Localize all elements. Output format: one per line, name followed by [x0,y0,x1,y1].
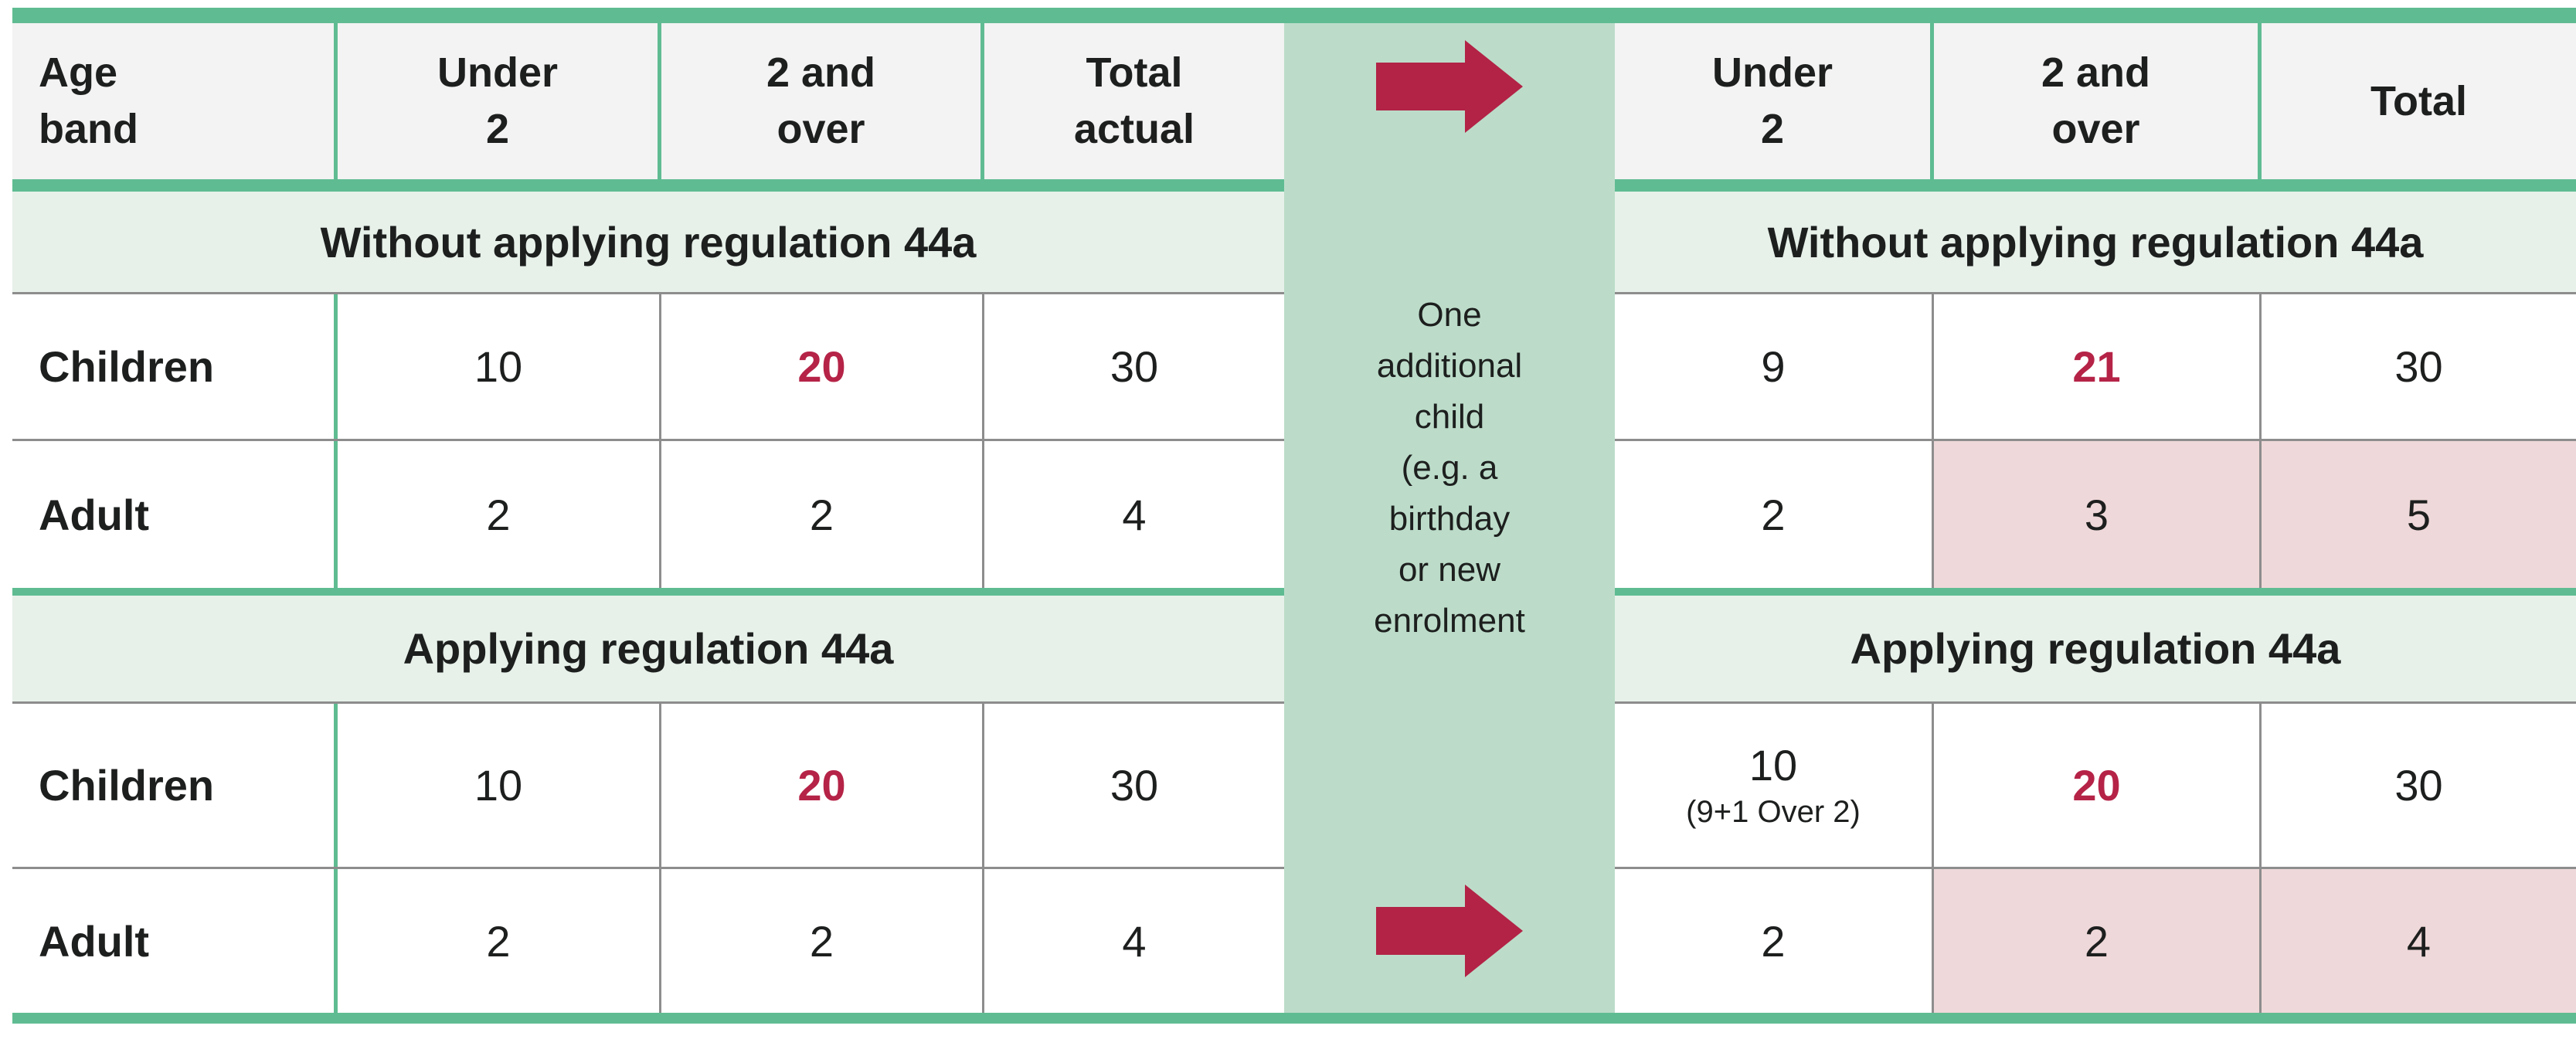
header-cell-under-2: Under 2 [338,23,661,179]
table-row-children: 10 (9+1 Over 2) 20 30 [1615,704,2576,869]
table-row-adult: Adult 2 2 4 [12,869,1284,1013]
cell-children-2-and-over: 21 [1934,294,2262,439]
arrow-right-icon [1376,885,1523,977]
header-cell-under-2: Under 2 [1615,23,1934,179]
cell-note: (9+1 Over 2) [1686,794,1861,829]
cell-children-2-and-over: 20 [1934,704,2262,867]
cell-adult-2-and-over-exceeded: 2 [1934,869,2262,1013]
cell-adult-2-and-over-exceeded: 3 [1934,441,2262,588]
arrow-right-icon [1376,40,1523,133]
cell-children-2-and-over: 20 [661,704,984,867]
cell-adult-under-2: 2 [1615,441,1934,588]
connector-caption: One additional child (e.g. a birthday or… [1374,296,1525,640]
row-label-adult: Adult [12,869,338,1013]
cell-children-total: 30 [1110,342,1159,391]
header-cell-2-and-over: 2 and over [661,23,984,179]
tables-layout: Age band Under 2 2 and over Total actual… [12,23,2576,1013]
table-row-adult: 2 3 5 [1615,441,2576,588]
cell-adult-total-exceeded: 5 [2262,441,2576,588]
top-green-bar [12,8,2576,23]
table-row-adult: 2 2 4 [1615,869,2576,1013]
row-label-children: Children [12,704,338,867]
cell-adult-under-2: 2 [1615,869,1934,1013]
cell-children-2-and-over: 20 [661,294,984,439]
cell-children-total: 30 [1110,761,1159,810]
table-row-children: 9 21 30 [1615,294,2576,441]
section-title-applying-regulation: Applying regulation 44a [12,596,1284,704]
cell-children-under-2-with-note: 10 (9+1 Over 2) [1615,704,1934,867]
connector-spacer [1284,23,1615,1013]
cell-value: 10 [1748,741,1798,790]
green-divider [1615,179,2576,192]
right-table-header-row: Under 2 2 and over Total [1615,23,2576,179]
cell-children-under-2: 9 [1615,294,1934,439]
header-cell-age-band: Age band [12,23,338,179]
header-cell-total-actual: Total actual [984,23,1284,179]
row-label-children: Children [12,294,338,439]
cell-children-under-2: 10 [338,294,661,439]
right-table-after-change: Under 2 2 and over Total Without applyin… [1615,23,2576,1013]
cell-children-total: 30 [2394,342,2443,391]
table-row-children: Children 10 20 30 [12,294,1284,441]
green-divider [12,179,1284,192]
cell-adult-under-2: 2 [338,869,661,1013]
green-divider [12,588,1284,596]
row-label-adult: Adult [12,441,338,588]
section-title-without-regulation: Without applying regulation 44a [12,192,1284,294]
cell-children-total: 30 [2394,761,2443,810]
cell-adult-total: 4 [1122,916,1147,966]
table-row-children: Children 10 20 30 [12,704,1284,869]
cell-adult-2-and-over: 2 [661,441,984,588]
cell-adult-total: 4 [1122,490,1147,539]
bottom-green-bar [12,1013,2576,1024]
green-divider [1615,588,2576,596]
section-title-without-regulation: Without applying regulation 44a [1615,192,2576,294]
cell-adult-total-exceeded: 4 [2262,869,2576,1013]
left-table-header-row: Age band Under 2 2 and over Total actual [12,23,1284,179]
cell-adult-2-and-over: 2 [661,869,984,1013]
left-table-before-change: Age band Under 2 2 and over Total actual… [12,23,1284,1013]
connector-band: One additional child (e.g. a birthday or… [1284,8,1615,1024]
cell-children-under-2: 10 [338,704,661,867]
header-cell-total: Total [2262,23,2576,179]
header-cell-2-and-over: 2 and over [1934,23,2262,179]
section-title-applying-regulation: Applying regulation 44a [1615,596,2576,704]
cell-adult-under-2: 2 [338,441,661,588]
table-row-adult: Adult 2 2 4 [12,441,1284,588]
